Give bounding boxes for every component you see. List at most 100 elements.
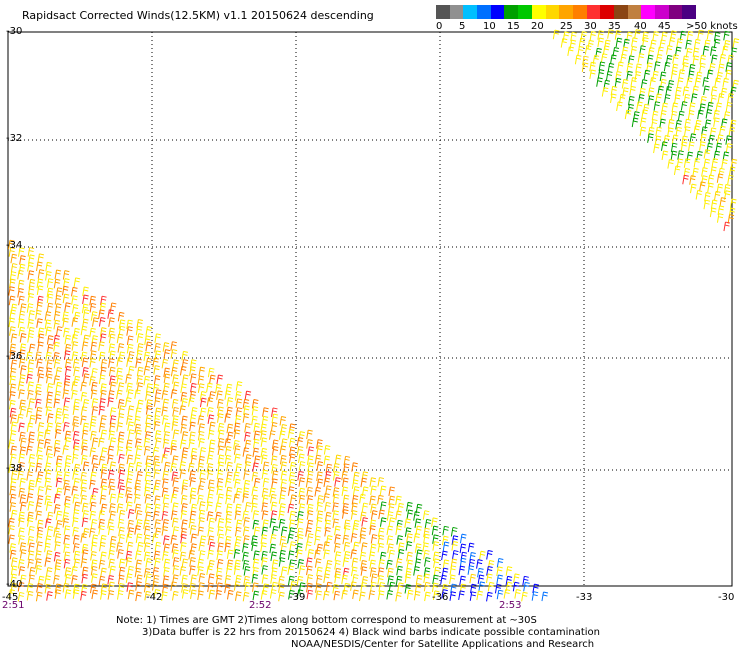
wind-barb <box>296 589 304 599</box>
wind-barb <box>99 398 106 408</box>
wind-barb <box>341 509 349 519</box>
wind-barb <box>343 519 351 530</box>
wind-barb <box>369 525 376 535</box>
wind-barb <box>298 453 305 464</box>
wind-barb <box>27 381 34 391</box>
wind-barb <box>431 525 439 536</box>
wind-barb <box>10 333 18 343</box>
wind-barb <box>126 454 134 465</box>
wind-barb <box>71 453 79 464</box>
wind-barb <box>197 415 205 425</box>
colorbar-segment <box>559 5 573 19</box>
wind-barb <box>208 517 215 528</box>
wind-barb <box>646 54 654 65</box>
wind-barb <box>604 39 611 50</box>
wind-barb <box>581 62 589 72</box>
wind-barb <box>316 543 323 554</box>
wind-barb <box>82 373 90 383</box>
wind-barb <box>651 110 659 121</box>
wind-barb <box>127 527 135 537</box>
wind-barb <box>323 573 330 583</box>
wind-barb <box>134 485 141 496</box>
wind-barb <box>242 510 249 521</box>
wind-barb <box>342 503 349 513</box>
wind-barb <box>217 461 225 472</box>
wind-barb <box>163 431 170 441</box>
wind-barb <box>154 557 161 568</box>
wind-barb <box>99 494 107 505</box>
wind-barb <box>26 493 34 503</box>
wind-barb <box>145 573 152 583</box>
wind-barb <box>53 358 61 369</box>
wind-barb <box>126 415 133 425</box>
wind-barb <box>217 493 224 504</box>
wind-barb <box>269 533 277 544</box>
wind-barb <box>487 581 495 592</box>
wind-barb <box>172 557 180 567</box>
wind-barb <box>136 349 143 360</box>
wind-barb <box>109 503 116 513</box>
wind-barb <box>35 502 42 512</box>
wind-barb <box>90 381 98 392</box>
wind-barb <box>253 422 260 433</box>
wind-barb <box>8 439 15 449</box>
wind-barb <box>206 511 214 521</box>
wind-barb <box>596 77 603 87</box>
wind-barb <box>198 423 205 433</box>
wind-barb <box>108 333 116 344</box>
wind-barb <box>280 566 288 576</box>
wind-barb <box>423 549 430 560</box>
wind-barb <box>271 439 279 450</box>
wind-barb <box>663 94 671 104</box>
wind-barb <box>234 526 242 537</box>
wind-barb <box>688 63 696 74</box>
wind-barb <box>225 526 232 536</box>
wind-barb <box>35 550 42 560</box>
wind-barb <box>108 549 115 560</box>
wind-barb <box>18 453 25 464</box>
wind-barb <box>171 543 179 553</box>
wind-barb <box>108 485 116 495</box>
wind-barb <box>597 69 605 79</box>
wind-barb <box>163 447 170 457</box>
wind-barb <box>316 439 323 449</box>
wind-barb <box>197 375 205 386</box>
wind-barb <box>323 493 330 503</box>
wind-barb <box>242 413 250 423</box>
wind-barb <box>216 582 223 593</box>
wind-barb <box>81 341 89 352</box>
wind-barb <box>280 470 288 481</box>
wind-barb <box>10 421 18 432</box>
wind-barb <box>189 373 197 383</box>
wind-barb <box>190 543 197 553</box>
wind-barb <box>341 470 348 481</box>
wind-barb <box>334 573 341 584</box>
wind-barb <box>179 566 187 576</box>
wind-barb <box>234 559 241 570</box>
time-label: 2:52 <box>249 600 272 611</box>
wind-barb <box>217 517 225 528</box>
wind-barb <box>653 143 660 154</box>
wind-barb <box>251 573 259 584</box>
wind-barb <box>704 191 711 202</box>
wind-barb <box>584 45 592 55</box>
colorbar-tick: 10 <box>483 21 496 32</box>
wind-barb <box>233 565 241 575</box>
wind-barb <box>71 303 79 314</box>
wind-barb <box>81 549 89 559</box>
wind-barb <box>226 559 234 570</box>
wind-barb <box>53 504 61 514</box>
wind-barb <box>710 166 717 176</box>
wind-barb <box>224 583 231 594</box>
wind-barb <box>145 462 152 472</box>
wind-barb <box>334 567 342 578</box>
wind-barb <box>224 438 231 448</box>
wind-barb <box>108 327 115 338</box>
wind-barb <box>341 574 348 585</box>
wind-barb <box>107 525 115 536</box>
wind-barb <box>723 30 730 41</box>
wind-barb <box>207 479 215 490</box>
wind-barb <box>63 558 71 569</box>
wind-barb <box>181 519 188 530</box>
wind-barb <box>496 566 503 576</box>
